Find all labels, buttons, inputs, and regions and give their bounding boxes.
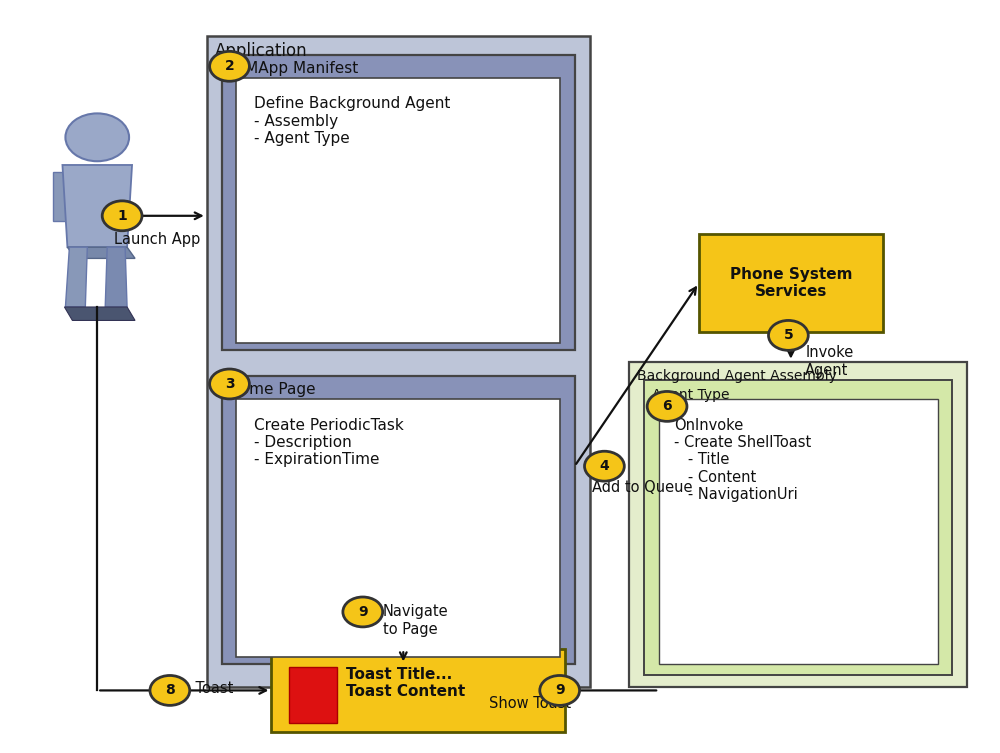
Text: 6: 6: [662, 399, 672, 413]
Text: 9: 9: [555, 684, 564, 697]
Text: 4: 4: [600, 459, 609, 473]
FancyBboxPatch shape: [271, 649, 565, 731]
Text: WMApp Manifest: WMApp Manifest: [230, 61, 358, 76]
Text: OnInvoke
- Create ShellToast
   - Title
   - Content
   - NavigationUri: OnInvoke - Create ShellToast - Title - C…: [674, 418, 811, 502]
Circle shape: [540, 675, 580, 706]
Text: 8: 8: [165, 684, 175, 697]
Text: 5: 5: [784, 328, 793, 343]
FancyBboxPatch shape: [236, 78, 560, 343]
FancyBboxPatch shape: [644, 380, 952, 675]
Polygon shape: [65, 247, 87, 307]
Text: 3: 3: [225, 377, 234, 391]
Text: Define Background Agent
- Assembly
- Agent Type: Define Background Agent - Assembly - Age…: [254, 96, 451, 146]
Circle shape: [585, 451, 624, 481]
Text: 9: 9: [358, 605, 368, 619]
FancyBboxPatch shape: [222, 376, 575, 664]
FancyBboxPatch shape: [699, 234, 883, 331]
Circle shape: [102, 201, 142, 230]
Polygon shape: [53, 172, 67, 221]
Text: Create PeriodicTask
- Description
- ExpirationTime: Create PeriodicTask - Description - Expi…: [254, 418, 404, 468]
Text: 1: 1: [117, 209, 127, 223]
Text: Agent Type: Agent Type: [652, 388, 730, 401]
Polygon shape: [62, 165, 132, 247]
Text: Launch App: Launch App: [114, 232, 200, 247]
Circle shape: [769, 321, 808, 350]
Text: 2: 2: [225, 59, 234, 73]
Polygon shape: [64, 307, 135, 321]
FancyBboxPatch shape: [222, 55, 575, 350]
Circle shape: [343, 597, 383, 627]
Circle shape: [210, 369, 249, 399]
Bar: [289, 666, 337, 723]
Text: Phone System
Services: Phone System Services: [730, 267, 852, 299]
FancyBboxPatch shape: [629, 361, 967, 687]
FancyBboxPatch shape: [236, 399, 560, 657]
Text: Application: Application: [215, 42, 307, 60]
Text: Add to Queue: Add to Queue: [592, 480, 692, 495]
Text: Show Toast: Show Toast: [489, 697, 571, 712]
Circle shape: [150, 675, 190, 706]
Circle shape: [647, 392, 687, 422]
Text: Some Page: Some Page: [230, 383, 315, 398]
Text: Invoke
Agent: Invoke Agent: [805, 345, 854, 377]
FancyBboxPatch shape: [659, 399, 938, 664]
Polygon shape: [105, 247, 127, 307]
Text: Background Agent Assembly: Background Agent Assembly: [637, 369, 837, 383]
Polygon shape: [67, 247, 135, 258]
Circle shape: [210, 51, 249, 81]
FancyBboxPatch shape: [207, 36, 590, 687]
Text: Toast Title...
Toast Content: Toast Title... Toast Content: [346, 666, 465, 699]
Text: Navigate
to Page: Navigate to Page: [383, 605, 448, 637]
Circle shape: [65, 114, 129, 161]
Text: Tap Toast: Tap Toast: [166, 681, 233, 696]
